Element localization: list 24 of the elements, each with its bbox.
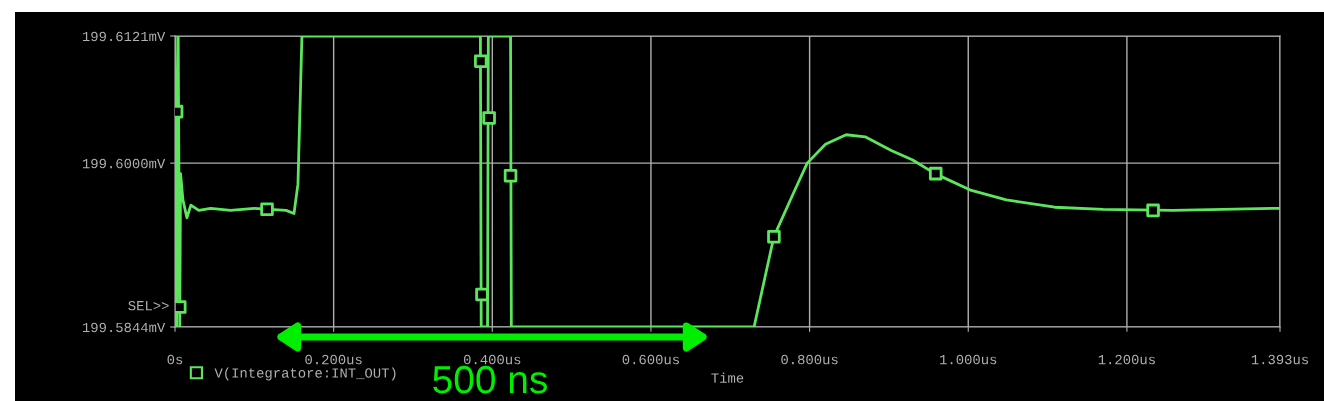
point	[928, 166, 943, 181]
legend-label: V(Integratore:INT_OUT)	[214, 367, 396, 381]
y-tick-label: 199.6121mV	[82, 31, 166, 42]
x-tick-label: 1.000us	[940, 354, 997, 365]
point	[474, 54, 488, 68]
x-tick-label: 1.393us	[1251, 354, 1309, 365]
x-tick-label: 0.200us	[305, 354, 362, 365]
x-axis-title: Time	[711, 372, 744, 383]
x-tick-label: 0.400us	[463, 354, 521, 365]
point	[482, 111, 496, 125]
point	[175, 300, 187, 314]
y-tick-label: 199.6000mV	[82, 158, 166, 169]
point	[475, 287, 489, 302]
x-tick-label: 0s	[167, 354, 183, 365]
point	[1146, 203, 1160, 218]
text: 500 ns	[433, 365, 547, 394]
point	[767, 229, 781, 244]
x-tick-label: 0.600us	[622, 354, 679, 365]
x-tick-label: 0.800us	[781, 354, 838, 365]
point	[260, 202, 274, 217]
text: SEL>>	[128, 300, 169, 311]
x-tick-label: 1.200us	[1098, 354, 1155, 365]
y-tick-label: 199.5844mV	[82, 322, 166, 333]
point	[503, 168, 518, 183]
